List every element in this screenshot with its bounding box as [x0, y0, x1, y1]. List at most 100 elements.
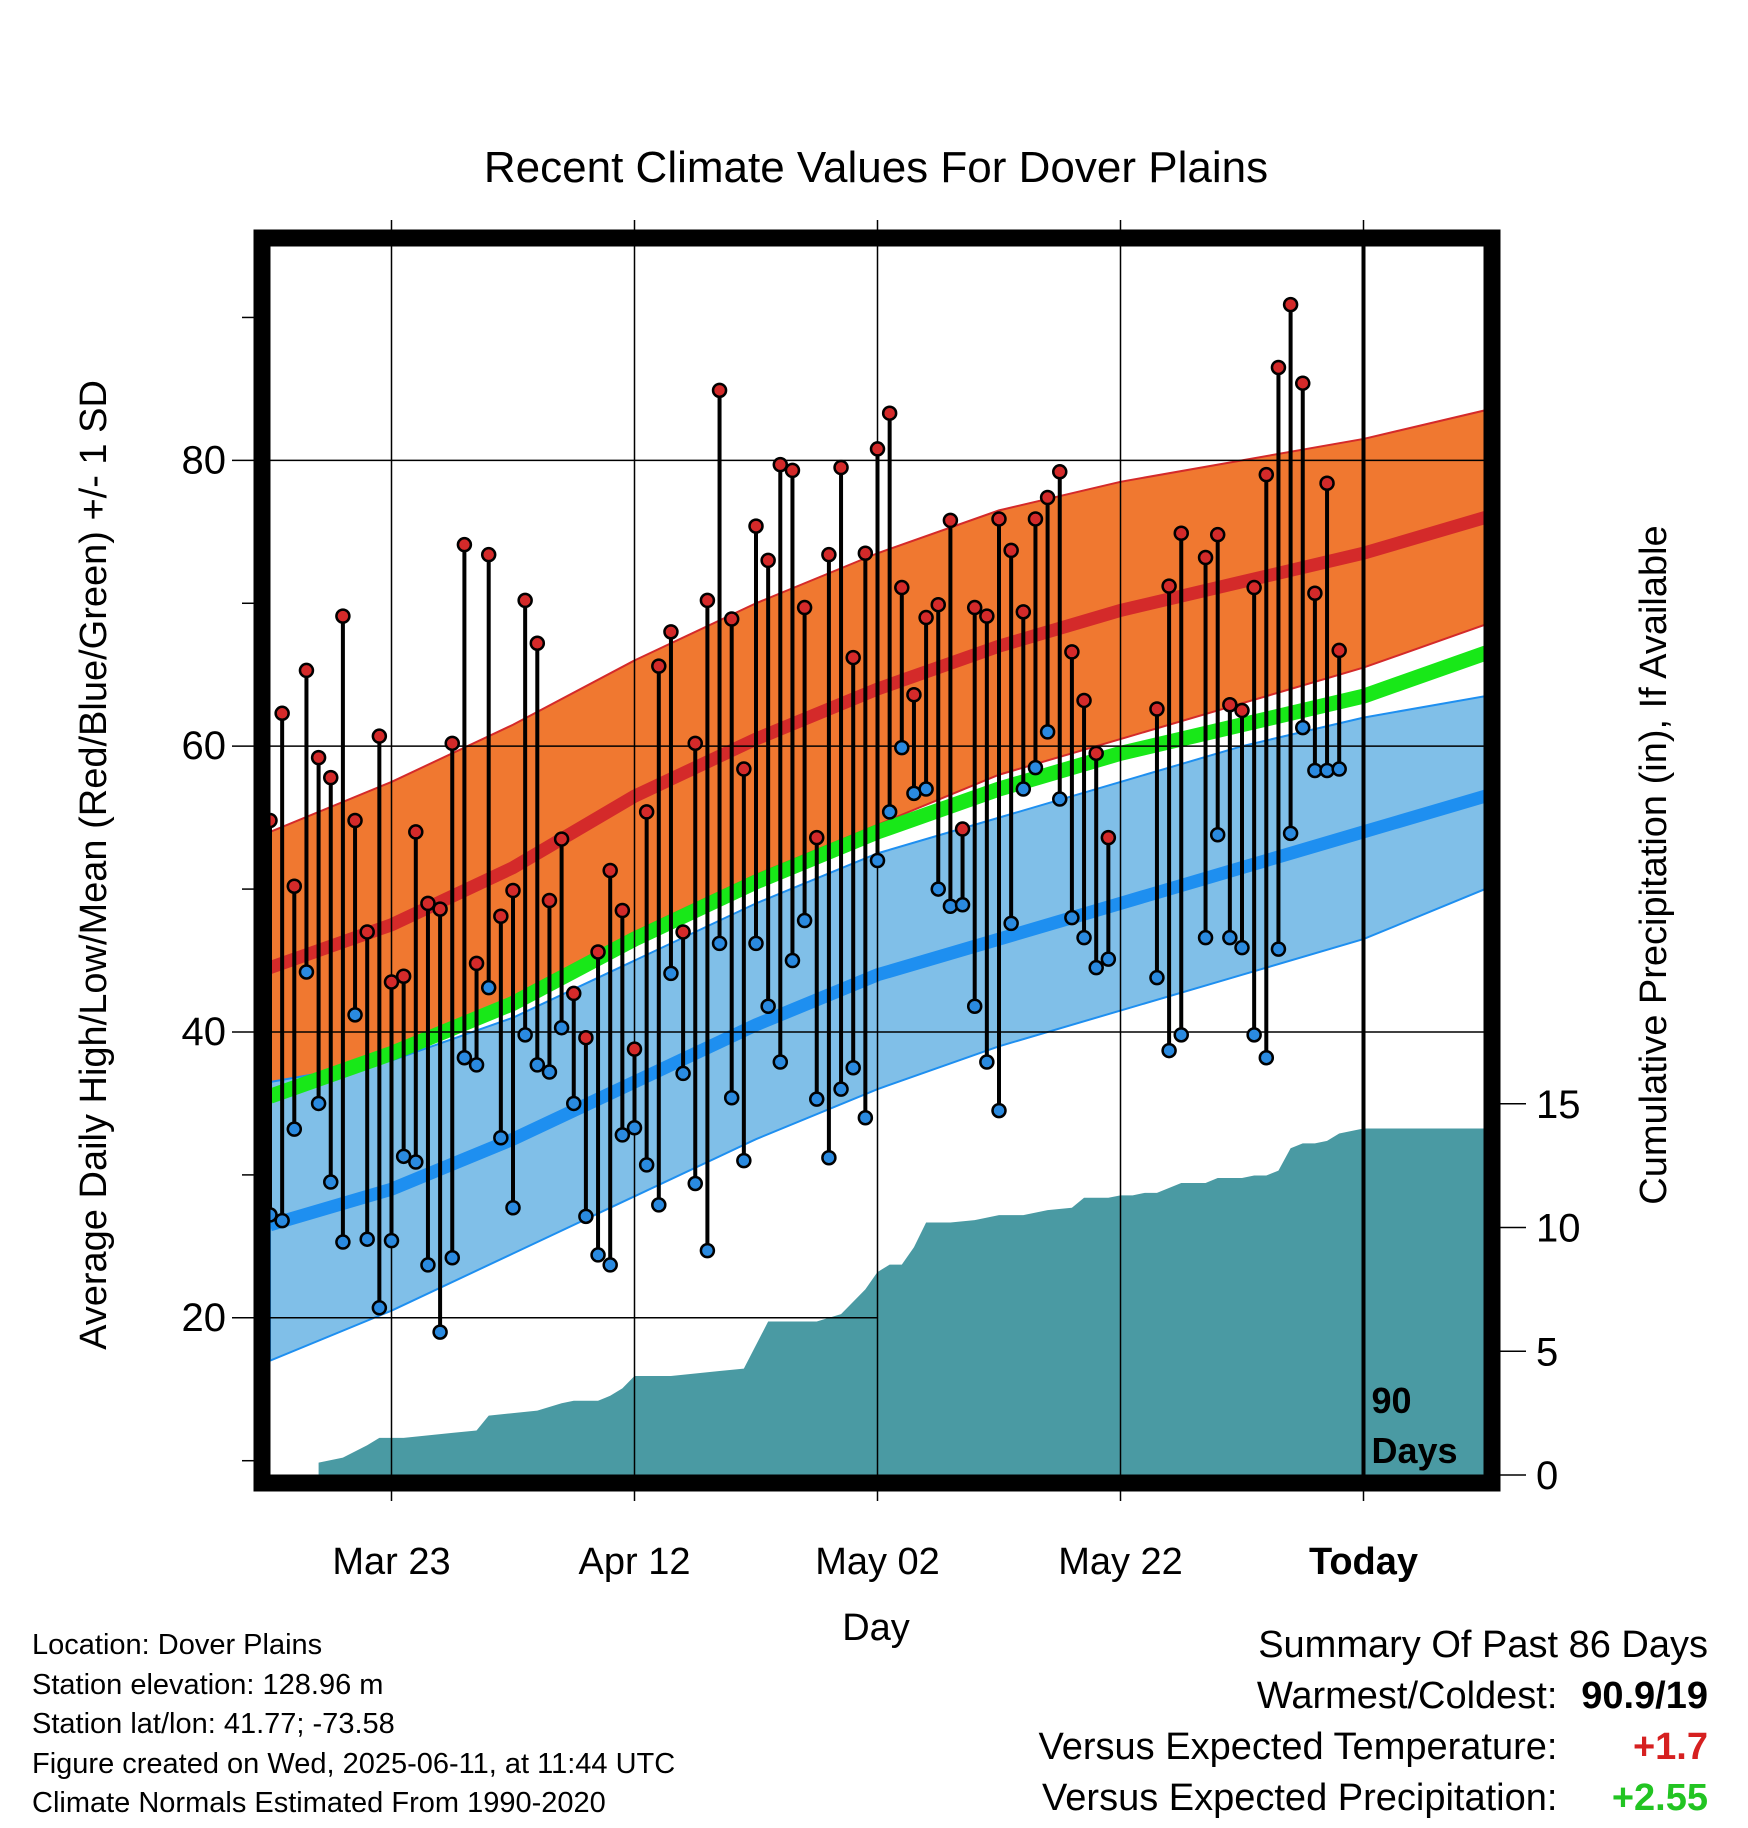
obs-high-point [408, 824, 424, 840]
precip-value: +2.55 [1611, 1777, 1708, 1819]
obs-high-point [517, 592, 533, 609]
warmest-coldest-label: Warmest/Coldest: [1256, 1675, 1558, 1717]
obs-low-point [480, 979, 497, 996]
obs-low-point [383, 1232, 400, 1249]
obs-low-point [444, 1250, 460, 1266]
y2-tick-label: 0 [1536, 1454, 1558, 1498]
obs-high-point [456, 536, 473, 553]
obs-low-point [1209, 827, 1226, 843]
y-axis-label: Average Daily High/Low/Mean (Red/Blue/Gr… [73, 380, 115, 1350]
obs-high-point [1307, 585, 1323, 602]
obs-high-point [541, 892, 558, 909]
obs-low-point [298, 964, 315, 980]
obs-low-point [517, 1027, 533, 1043]
obs-high-point [918, 609, 934, 626]
obs-low-point [566, 1095, 582, 1112]
obs-high-point [942, 512, 959, 529]
obs-high-point [1088, 745, 1104, 762]
x-tick-label: May 02 [815, 1541, 940, 1583]
obs-low-point [420, 1257, 436, 1273]
obs-low-point [869, 852, 886, 869]
summary-title: Summary Of Past 86 Days [1258, 1624, 1708, 1666]
obs-low-point [323, 1174, 339, 1190]
obs-high-point [809, 829, 825, 846]
obs-low-point [796, 912, 813, 929]
obs-high-point [383, 974, 400, 990]
obs-high-point [638, 804, 655, 820]
obs-low-point [1027, 759, 1044, 776]
obs-low-point [809, 1091, 825, 1107]
obs-low-point [529, 1057, 546, 1073]
precip-label: Versus Expected Precipitation: [1042, 1777, 1558, 1819]
y-tick-label: 80 [182, 438, 227, 482]
obs-low-point [395, 1148, 412, 1165]
obs-low-point [1064, 909, 1080, 926]
obs-high-point [1234, 702, 1250, 719]
obs-low-point [1295, 719, 1311, 736]
obs-high-point [857, 545, 874, 561]
x-tick-label: Mar 23 [332, 1541, 450, 1583]
plot-content [270, 246, 1484, 1475]
obs-low-point [675, 1065, 691, 1082]
obs-high-point [1209, 526, 1226, 543]
obs-low-point [590, 1247, 606, 1263]
obs-low-point [310, 1095, 327, 1112]
obs-high-point [335, 608, 351, 624]
obs-high-point [869, 441, 886, 457]
obs-low-point [456, 1049, 473, 1066]
obs-low-point [857, 1109, 874, 1126]
x-tick-label: Today [1309, 1541, 1418, 1583]
obs-high-point [505, 882, 521, 899]
obs-low-point [723, 1089, 740, 1106]
obs-low-point [1258, 1049, 1275, 1066]
obs-low-point [711, 935, 728, 952]
obs-low-point [468, 1057, 485, 1073]
obs-high-point [1100, 829, 1117, 846]
obs-high-point [1258, 466, 1275, 483]
plot-frame [253, 229, 1501, 1492]
obs-high-point [930, 596, 946, 613]
y-tick-label: 60 [182, 724, 227, 768]
obs-low-point [1222, 929, 1238, 946]
obs-high-point [1197, 549, 1214, 566]
station-elevation: Station elevation: 128.96 m [32, 1668, 384, 1701]
obs-high-point [991, 511, 1007, 527]
obs-high-point [323, 769, 339, 786]
obs-high-point [1039, 489, 1056, 506]
normals-period: Climate Normals Estimated From 1990-2020 [32, 1787, 606, 1819]
obs-high-point [420, 895, 436, 912]
obs-low-point [651, 1197, 667, 1213]
window-label-unit: Days [1372, 1430, 1458, 1471]
obs-high-point [760, 552, 776, 569]
obs-low-point [493, 1129, 509, 1146]
obs-high-point [395, 968, 412, 985]
obs-high-point [347, 812, 363, 829]
obs-high-point [371, 728, 388, 744]
obs-high-point [1246, 579, 1262, 596]
obs-high-point [687, 735, 703, 752]
obs-low-point [505, 1200, 521, 1216]
obs-high-point [1282, 296, 1299, 313]
obs-low-point [663, 965, 679, 982]
obs-high-point [979, 608, 995, 624]
obs-low-point [371, 1300, 388, 1316]
obs-low-point [748, 935, 764, 952]
obs-high-point [602, 862, 618, 879]
y2-tick-label: 5 [1536, 1330, 1558, 1374]
obs-low-point [894, 739, 910, 756]
obs-high-point [723, 611, 740, 627]
obs-high-point [1222, 696, 1238, 713]
obs-high-point [954, 821, 971, 837]
obs-high-point [493, 908, 509, 924]
obs-low-point [845, 1059, 861, 1076]
obs-high-point [590, 944, 606, 960]
obs-high-point [894, 579, 910, 596]
obs-low-point [614, 1127, 631, 1143]
obs-high-point [529, 635, 546, 652]
summary-temperature: Versus Expected Temperature: +1.7 [1039, 1722, 1708, 1773]
obs-high-point [966, 599, 983, 616]
obs-low-point [1149, 969, 1165, 986]
obs-low-point [578, 1208, 594, 1225]
obs-low-point [286, 1121, 303, 1137]
